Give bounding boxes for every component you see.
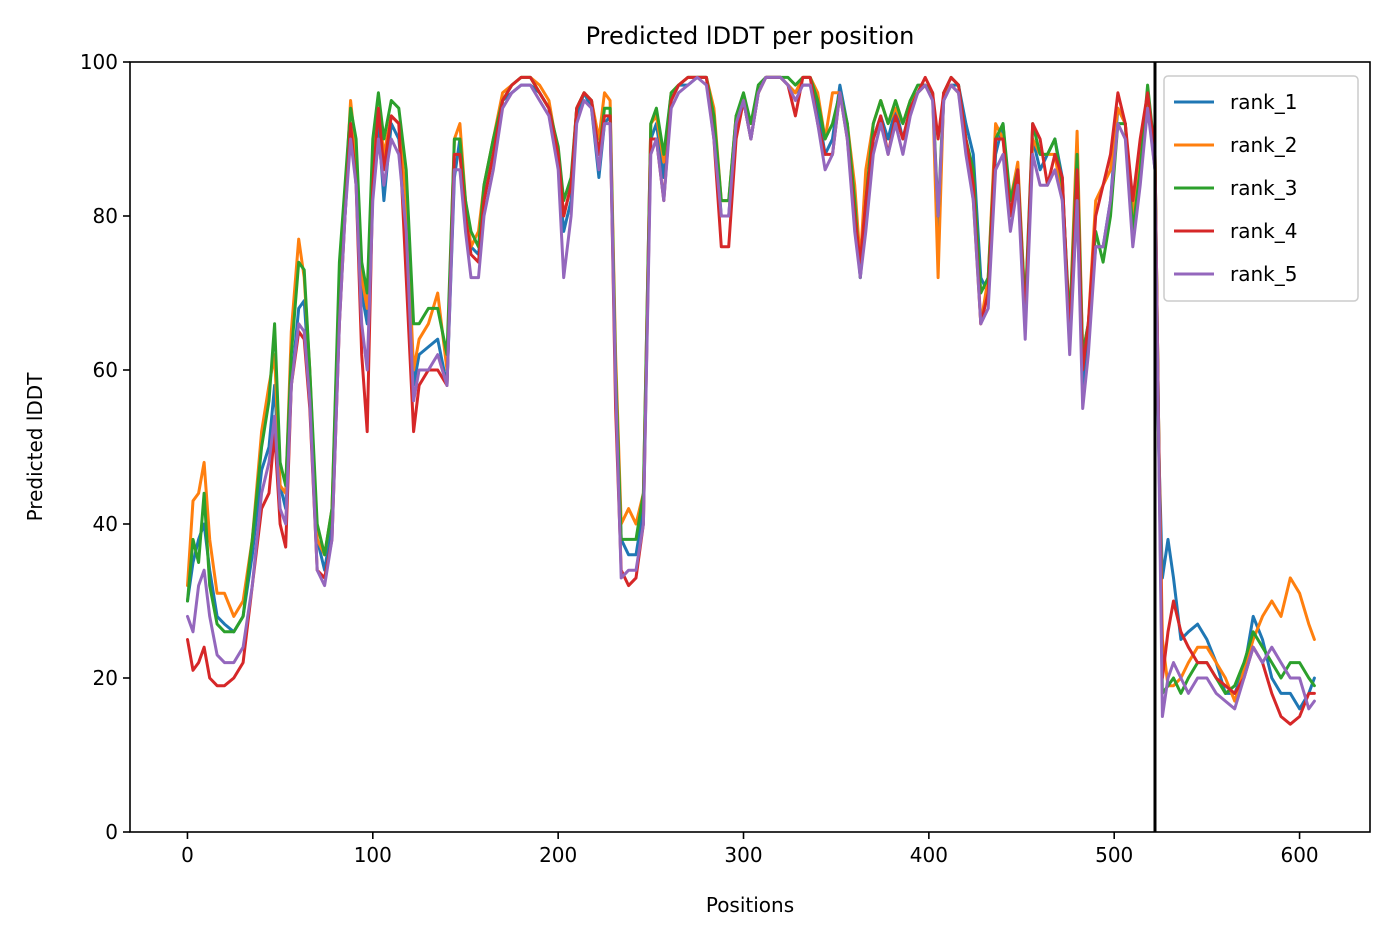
x-tick-label: 200 [539,843,577,867]
x-tick-label: 100 [354,843,392,867]
y-axis-label: Predicted lDDT [23,372,47,522]
series-line-rank_4 [186,75,1316,726]
legend-box [1163,75,1359,302]
legend-label-rank_1: rank_1 [1230,90,1297,114]
y-tick-label: 60 [93,358,118,382]
y-axis-ticks: 0 20 40 60 80 100 [80,50,130,844]
legend: rank_1 rank_2 rank_3 rank_4 rank_5 [1163,75,1359,302]
x-tick-label: 300 [724,843,762,867]
y-tick-label: 40 [93,512,118,536]
x-axis-ticks: 0 100 200 300 400 500 600 [181,832,1319,867]
x-axis-label: Positions [706,893,794,917]
chart-title: Predicted lDDT per position [586,22,915,50]
legend-label-rank_3: rank_3 [1230,176,1297,200]
legend-label-rank_4: rank_4 [1230,219,1297,243]
y-tick-label: 100 [80,50,118,74]
series-line-rank_5 [186,75,1316,718]
legend-label-rank_2: rank_2 [1230,133,1297,157]
y-tick-label: 80 [93,204,118,228]
x-tick-label: 400 [910,843,948,867]
y-tick-label: 20 [93,666,118,690]
legend-label-rank_5: rank_5 [1230,262,1297,286]
y-tick-label: 0 [105,820,118,844]
x-tick-label: 0 [181,843,194,867]
series-line-rank_3 [186,75,1316,695]
plot-lines [186,75,1316,726]
axes-frame [129,61,1371,833]
x-tick-label: 600 [1280,843,1318,867]
plot-border [129,61,1371,833]
x-tick-label: 500 [1095,843,1133,867]
